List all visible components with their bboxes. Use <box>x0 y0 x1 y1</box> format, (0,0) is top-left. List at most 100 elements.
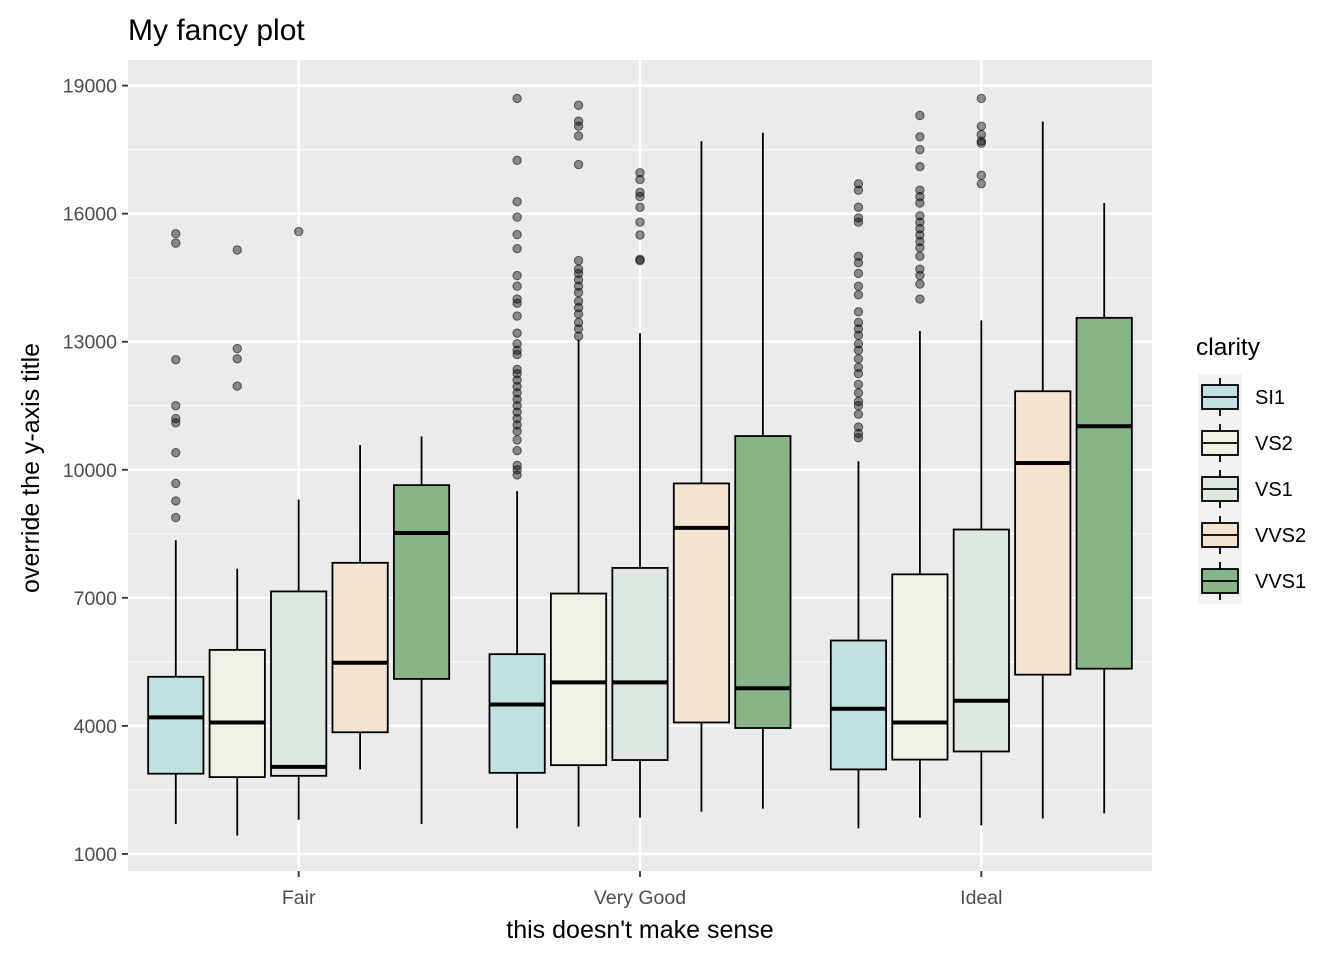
outlier-point <box>853 307 864 317</box>
x-axis: Fair Very Good Ideal <box>282 871 1002 909</box>
outlier-point <box>512 435 522 445</box>
outlier-point <box>171 447 181 458</box>
outlier-point <box>915 191 925 202</box>
outlier-point <box>635 230 645 240</box>
box-VVS1-Fair <box>392 436 451 825</box>
outlier-point <box>915 279 925 289</box>
outlier-point <box>976 170 987 180</box>
outlier-point <box>853 409 864 419</box>
outlier-point <box>573 331 584 341</box>
outlier-point <box>512 413 522 424</box>
outlier-point <box>512 294 522 304</box>
outlier-point <box>512 311 522 321</box>
outlier-point <box>915 230 925 240</box>
outlier-point <box>512 270 522 281</box>
outlier-point <box>573 317 584 328</box>
y-tick-label: 10000 <box>63 460 117 482</box>
outlier-point <box>976 179 987 189</box>
outlier-point <box>573 264 584 274</box>
outlier-point <box>573 324 584 334</box>
y-tick-label: 19000 <box>63 76 117 98</box>
box-VS1-Very Good <box>611 167 669 818</box>
outlier-point <box>171 354 181 365</box>
legend-item-SI1: SI1 <box>1198 374 1285 420</box>
outlier-point <box>232 245 242 255</box>
outlier-point <box>853 258 864 268</box>
outlier-point <box>976 136 987 146</box>
box-iqr <box>952 528 1010 753</box>
legend-label: VS1 <box>1255 479 1293 501</box>
outlier-point <box>512 212 522 222</box>
box-iqr <box>550 592 608 767</box>
outlier-point <box>853 396 864 407</box>
outlier-point <box>915 110 925 121</box>
outlier-point <box>171 229 181 239</box>
outlier-point <box>915 223 925 234</box>
outlier-point <box>232 343 242 354</box>
outlier-point <box>512 281 522 291</box>
outlier-point <box>635 167 645 178</box>
outlier-point <box>915 270 925 281</box>
outlier-point <box>512 229 522 240</box>
outlier-point <box>573 159 584 170</box>
outlier-point <box>512 394 522 405</box>
box-VS2-Fair <box>208 245 266 836</box>
box-iqr <box>829 639 888 771</box>
outlier-point <box>512 445 522 456</box>
outlier-point <box>573 116 584 126</box>
legend-title: clarity <box>1196 334 1261 361</box>
box-VVS2-Ideal <box>1014 121 1072 819</box>
outlier-point <box>512 381 522 392</box>
legend: clarity SI1 VS2 VS1 VVS2 VVS1 <box>1196 334 1306 604</box>
outlier-point <box>853 354 864 364</box>
outlier-point <box>512 197 522 207</box>
outlier-point <box>573 121 584 131</box>
outlier-point <box>915 251 925 262</box>
outlier-point <box>853 379 864 390</box>
outlier-point <box>635 217 645 227</box>
outlier-point <box>573 309 584 319</box>
outlier-point <box>512 388 522 398</box>
x-tick-label: Ideal <box>960 887 1002 909</box>
legend-label: VS2 <box>1255 433 1293 455</box>
outlier-point <box>293 226 304 237</box>
outlier-point <box>573 255 584 266</box>
outlier-point <box>512 345 522 355</box>
box-VVS1-Ideal <box>1075 202 1133 814</box>
outlier-point <box>512 339 522 349</box>
outlier-point <box>635 254 645 265</box>
box-iqr <box>1075 316 1133 670</box>
box-VS2-Very Good <box>550 100 608 827</box>
box-iqr <box>672 482 730 724</box>
outlier-point <box>915 198 925 208</box>
box-iqr <box>734 435 792 729</box>
x-tick-label: Very Good <box>594 887 686 909</box>
outlier-point <box>853 185 864 195</box>
outlier-point <box>171 496 181 506</box>
outlier-point <box>853 317 864 328</box>
legend-label: VVS1 <box>1255 571 1306 593</box>
outlier-point <box>853 324 864 334</box>
outlier-point <box>512 401 522 411</box>
outlier-point <box>976 93 987 104</box>
box-VS1-Ideal <box>952 93 1010 826</box>
outlier-point <box>573 281 584 291</box>
outlier-point <box>853 251 864 262</box>
outlier-point <box>915 264 925 274</box>
box-VS2-Ideal <box>891 110 949 818</box>
box-SI1-Fair <box>147 229 205 825</box>
outlier-point <box>573 100 584 110</box>
y-axis: 1000 4000 7000 10000 13000 16000 19000 <box>63 76 128 866</box>
outlier-point <box>915 211 925 221</box>
outlier-point <box>976 121 987 131</box>
box-iqr <box>1014 390 1072 676</box>
outlier-point <box>915 162 925 172</box>
outlier-point <box>512 470 522 480</box>
y-axis-title: override the y-axis title <box>17 343 45 593</box>
y-tick-label: 16000 <box>63 204 117 226</box>
box-iqr <box>331 561 389 734</box>
outlier-point <box>853 290 864 300</box>
outlier-point <box>512 407 522 417</box>
y-tick-label: 1000 <box>74 844 118 866</box>
outlier-point <box>512 93 522 104</box>
